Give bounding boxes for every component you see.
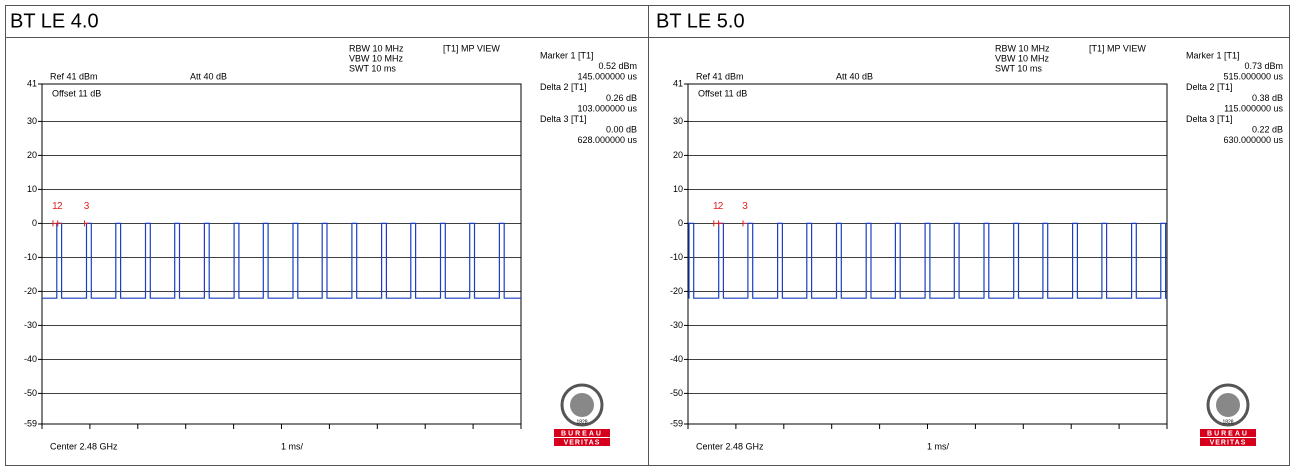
marker	[84, 220, 89, 227]
marker-readout: 515.000000 us	[1223, 72, 1283, 82]
marker-readout: Marker 1 [T1]	[1186, 50, 1240, 60]
y-tick-label: 41	[673, 78, 683, 88]
panel-title: BT LE 4.0	[10, 10, 99, 32]
marker-label: 1	[713, 201, 719, 212]
marker-readout: 115.000000 us	[1224, 103, 1283, 113]
logo-text: VERITAS	[1210, 439, 1247, 446]
center-freq: Center 2.48 GHz	[696, 441, 764, 451]
logo-year: 1828	[1222, 419, 1233, 425]
logo-box	[1200, 438, 1256, 446]
swt: SWT 10 ms	[995, 63, 1042, 73]
logo-box	[554, 429, 610, 437]
marker-readout: 145.000000 us	[577, 72, 637, 82]
marker-label: 3	[84, 201, 90, 212]
table-border	[5, 5, 1290, 466]
y-tick-label: 0	[32, 218, 37, 228]
y-tick-label: 0	[678, 218, 683, 228]
rbw: RBW 10 MHz	[349, 43, 404, 53]
y-tick-label: 41	[27, 78, 37, 88]
marker-label: 2	[718, 201, 724, 212]
marker-readout: 0.22 dB	[1252, 125, 1283, 135]
marker-readout: Delta 3 [T1]	[540, 114, 587, 124]
marker-readout: 0.52 dBm	[598, 61, 637, 71]
logo-inner	[570, 393, 594, 417]
division: 1 ms/	[927, 441, 950, 451]
logo-inner	[1216, 393, 1240, 417]
logo-text: BUREAU	[1207, 430, 1249, 437]
ref-level: Ref 41 dBm	[50, 71, 98, 81]
trace	[42, 222, 521, 299]
marker-readout: 0.26 dB	[606, 93, 637, 103]
division: 1 ms/	[281, 441, 304, 451]
y-tick-label: -40	[24, 354, 37, 364]
marker-readout: 0.00 dB	[606, 125, 637, 135]
y-tick-label: 20	[27, 150, 37, 160]
y-tick-label: -50	[670, 388, 683, 398]
logo-text: BUREAU	[561, 430, 603, 437]
y-tick-label: 30	[27, 116, 37, 126]
marker	[742, 220, 748, 227]
logo-box	[1200, 429, 1256, 437]
marker-label: 1	[52, 201, 58, 212]
y-tick-label: 10	[673, 184, 683, 194]
marker	[713, 220, 718, 227]
marker-readout: Delta 2 [T1]	[540, 82, 587, 92]
ref-level: Ref 41 dBm	[696, 71, 744, 81]
marker-readout: 630.000000 us	[1223, 135, 1283, 145]
view: [T1] MP VIEW	[443, 43, 500, 53]
y-tick-label: -30	[670, 320, 683, 330]
marker-label: 2	[57, 201, 63, 212]
attenuation: Att 40 dB	[836, 71, 873, 81]
y-tick-label: -59	[24, 418, 37, 428]
offset: Offset 11 dB	[52, 88, 101, 98]
y-tick-label: -20	[670, 286, 683, 296]
y-tick-label: -30	[24, 320, 37, 330]
vbw: VBW 10 MHz	[995, 53, 1050, 63]
y-tick-label: 20	[673, 150, 683, 160]
marker-readout: 628.000000 us	[577, 135, 637, 145]
swt: SWT 10 ms	[349, 63, 396, 73]
marker-readout: 0.38 dB	[1252, 93, 1283, 103]
panel-title: BT LE 5.0	[656, 10, 745, 32]
y-tick-label: -10	[670, 252, 683, 262]
y-tick-label: -40	[670, 354, 683, 364]
rbw: RBW 10 MHz	[995, 43, 1050, 53]
attenuation: Att 40 dB	[190, 71, 227, 81]
marker	[57, 220, 62, 227]
marker-readout: 0.73 dBm	[1244, 61, 1283, 71]
y-tick-label: -20	[24, 286, 37, 296]
trace	[688, 222, 1167, 299]
view: [T1] MP VIEW	[1089, 43, 1146, 53]
y-tick-label: -50	[24, 388, 37, 398]
logo-text: VERITAS	[564, 439, 601, 446]
logo-year: 1828	[576, 419, 587, 425]
logo-box	[554, 438, 610, 446]
marker-label: 3	[742, 201, 748, 212]
y-tick-label: 10	[27, 184, 37, 194]
vbw: VBW 10 MHz	[349, 53, 404, 63]
marker	[52, 220, 57, 227]
offset: Offset 11 dB	[698, 88, 747, 98]
marker-readout: Delta 3 [T1]	[1186, 114, 1233, 124]
marker-readout: Delta 2 [T1]	[1186, 82, 1233, 92]
marker	[718, 220, 723, 227]
marker-readout: 103.000000 us	[577, 103, 637, 113]
marker-readout: Marker 1 [T1]	[540, 50, 594, 60]
y-tick-label: -10	[24, 252, 37, 262]
y-tick-label: -59	[670, 418, 683, 428]
y-tick-label: 30	[673, 116, 683, 126]
center-freq: Center 2.48 GHz	[50, 441, 118, 451]
